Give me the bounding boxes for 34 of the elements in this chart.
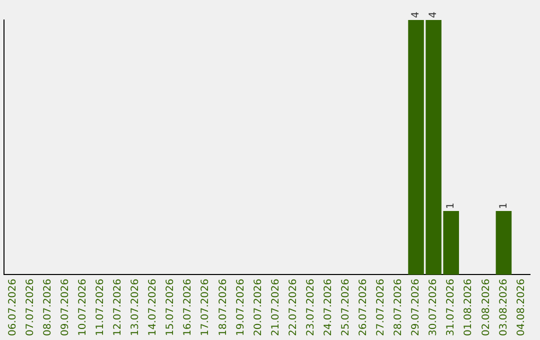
x-tick-label: 20.07.2026 — [252, 278, 264, 336]
x-tick-label: 23.07.2026 — [305, 278, 316, 336]
x-tick-label: 14.07.2026 — [148, 278, 159, 336]
x-tick-label: 27.07.2026 — [376, 278, 387, 336]
x-tick-label: 26.07.2026 — [358, 278, 370, 336]
x-tick-label: 02.08.2026 — [480, 278, 492, 336]
x-tick-label: 12.07.2026 — [112, 278, 124, 336]
x-tick-label: 21.07.2026 — [270, 278, 282, 336]
x-tick-label: 16.07.2026 — [182, 278, 194, 336]
data-label: 1 — [498, 202, 510, 210]
x-tick-label: 19.07.2026 — [235, 278, 246, 336]
data-label: 4 — [410, 12, 422, 18]
x-tick-label: 28.07.2026 — [393, 278, 404, 336]
x-tick-label: 29.07.2026 — [410, 278, 422, 336]
x-tick-label: 25.07.2026 — [340, 278, 352, 336]
x-tick-label: 06.07.2026 — [7, 278, 18, 336]
x-tick-label: 31.07.2026 — [446, 278, 457, 336]
x-tick-label: 13.07.2026 — [130, 278, 142, 336]
x-tick-label: 08.07.2026 — [42, 278, 54, 336]
x-tick-label: 15.07.2026 — [165, 278, 176, 336]
x-tick-label: 11.07.2026 — [95, 278, 106, 336]
x-tick-label: 09.07.2026 — [60, 278, 71, 336]
data-label: 4 — [428, 12, 440, 18]
data-label: 1 — [446, 202, 457, 210]
x-tick-label: 30.07.2026 — [428, 278, 440, 336]
x-tick-label: 07.07.2026 — [24, 278, 36, 336]
x-tick-label: 17.07.2026 — [200, 278, 212, 336]
x-tick-label: 10.07.2026 — [77, 278, 88, 336]
x-tick-label: 03.08.2026 — [498, 278, 510, 336]
x-tick-label: 22.07.2026 — [288, 278, 299, 336]
x-tick-label: 18.07.2026 — [218, 278, 229, 336]
x-tick-label: 04.08.2026 — [516, 278, 527, 336]
x-tick-label: 24.07.2026 — [322, 278, 334, 336]
x-tick-label: 01.08.2026 — [463, 278, 474, 336]
